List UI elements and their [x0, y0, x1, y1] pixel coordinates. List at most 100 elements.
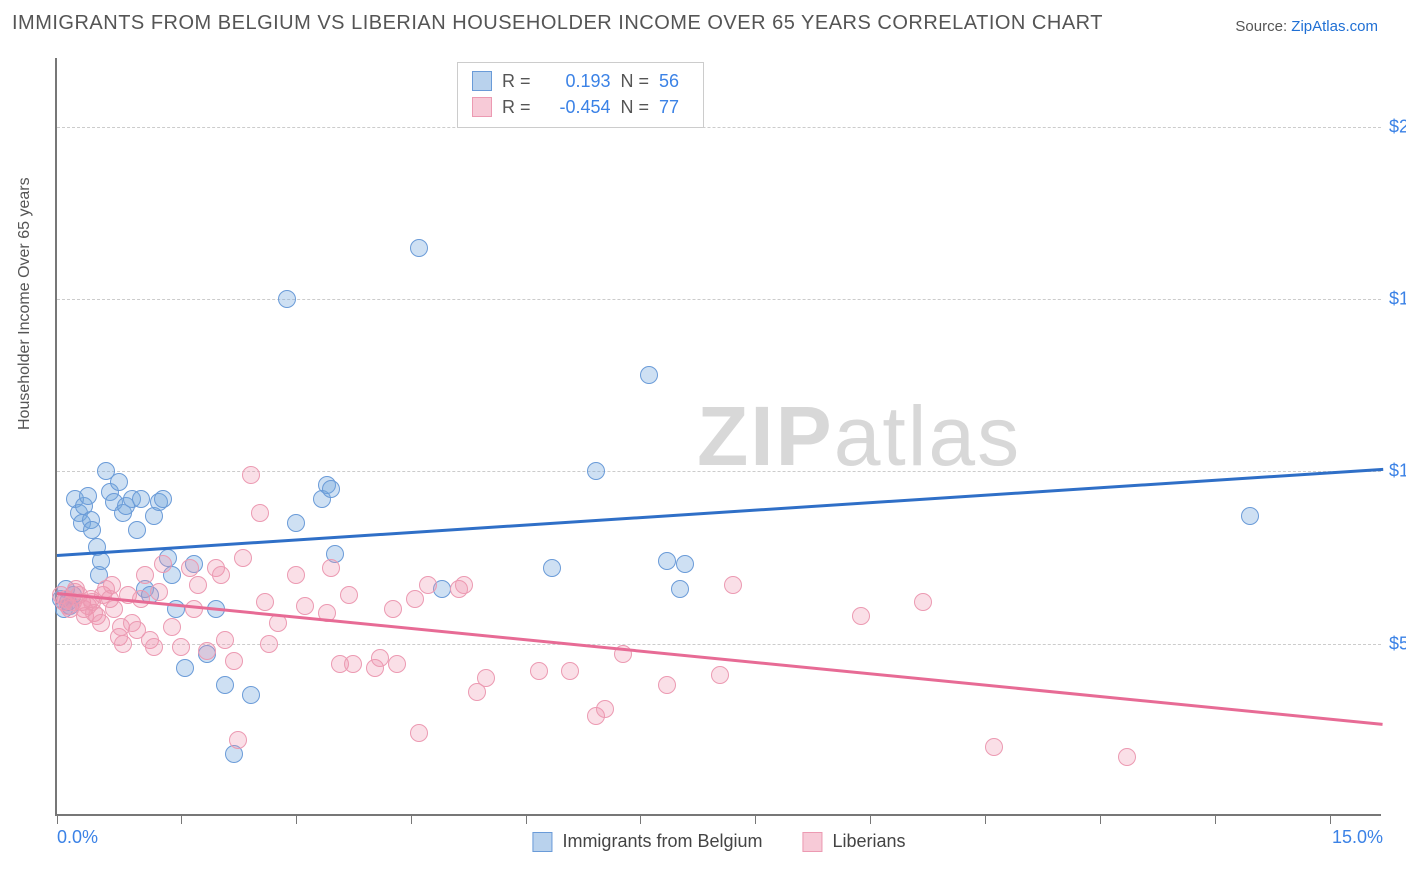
data-point [671, 580, 689, 598]
data-point [406, 590, 424, 608]
data-point [658, 552, 676, 570]
data-point [278, 290, 296, 308]
x-tick [411, 814, 412, 824]
gridline [57, 644, 1381, 645]
x-tick [1100, 814, 1101, 824]
data-point [371, 649, 389, 667]
x-tick-label: 0.0% [57, 827, 98, 848]
data-point [150, 583, 168, 601]
watermark-rest: atlas [834, 389, 1021, 483]
data-point [132, 490, 150, 508]
data-point [225, 652, 243, 670]
gridline [57, 299, 1381, 300]
data-point [198, 642, 216, 660]
data-point [587, 462, 605, 480]
data-point [676, 555, 694, 573]
data-point [251, 504, 269, 522]
data-point [287, 514, 305, 532]
gridline [57, 127, 1381, 128]
data-point [234, 549, 252, 567]
data-point [1118, 748, 1136, 766]
r-value-series2: -0.454 [541, 94, 611, 120]
data-point [216, 676, 234, 694]
data-point [410, 724, 428, 742]
x-tick [57, 814, 58, 824]
chart-plot-area: ZIPatlas R = 0.193 N = 56 R = -0.454 N =… [55, 58, 1381, 816]
data-point [711, 666, 729, 684]
swatch-blue-icon [472, 71, 492, 91]
data-point [185, 600, 203, 618]
data-point [229, 731, 247, 749]
data-point [256, 593, 274, 611]
data-point [296, 597, 314, 615]
y-tick-label: $200,000 [1389, 116, 1406, 137]
r-label: R = [502, 68, 531, 94]
x-tick [870, 814, 871, 824]
data-point [105, 600, 123, 618]
y-tick-label: $100,000 [1389, 461, 1406, 482]
x-tick [755, 814, 756, 824]
data-point [154, 490, 172, 508]
data-point [114, 635, 132, 653]
x-tick [1330, 814, 1331, 824]
data-point [561, 662, 579, 680]
source-credit: Source: ZipAtlas.com [1235, 18, 1378, 35]
data-point [388, 655, 406, 673]
y-tick-label: $50,000 [1389, 633, 1406, 654]
data-point [83, 521, 101, 539]
watermark-bold: ZIP [697, 389, 834, 483]
stats-row-series2: R = -0.454 N = 77 [472, 94, 689, 120]
data-point [384, 600, 402, 618]
y-axis-label: Householder Income Over 65 years [16, 177, 34, 430]
x-tick [985, 814, 986, 824]
data-point [724, 576, 742, 594]
data-point [287, 566, 305, 584]
data-point [658, 676, 676, 694]
data-point [322, 559, 340, 577]
data-point [455, 576, 473, 594]
data-point [419, 576, 437, 594]
data-point [136, 566, 154, 584]
data-point [145, 638, 163, 656]
source-link[interactable]: ZipAtlas.com [1291, 18, 1378, 35]
correlation-stats-box: R = 0.193 N = 56 R = -0.454 N = 77 [457, 62, 704, 128]
r-label: R = [502, 94, 531, 120]
data-point [110, 473, 128, 491]
swatch-blue-icon [532, 832, 552, 852]
n-label: N = [621, 94, 650, 120]
data-point [322, 480, 340, 498]
data-point [128, 521, 146, 539]
swatch-pink-icon [803, 832, 823, 852]
legend-label-series2: Liberians [833, 831, 906, 852]
y-tick-label: $150,000 [1389, 289, 1406, 310]
data-point [914, 593, 932, 611]
data-point [103, 576, 121, 594]
n-label: N = [621, 68, 650, 94]
data-point [410, 239, 428, 257]
data-point [181, 559, 199, 577]
data-point [163, 618, 181, 636]
stats-row-series1: R = 0.193 N = 56 [472, 68, 689, 94]
legend-label-series1: Immigrants from Belgium [562, 831, 762, 852]
data-point [189, 576, 207, 594]
x-tick-label: 15.0% [1332, 827, 1383, 848]
x-tick [181, 814, 182, 824]
legend-item-series1: Immigrants from Belgium [532, 831, 762, 852]
data-point [640, 366, 658, 384]
legend: Immigrants from Belgium Liberians [532, 831, 905, 852]
watermark: ZIPatlas [697, 388, 1021, 485]
data-point [92, 552, 110, 570]
n-value-series1: 56 [659, 68, 689, 94]
data-point [985, 738, 1003, 756]
data-point [543, 559, 561, 577]
data-point [260, 635, 278, 653]
data-point [530, 662, 548, 680]
data-point [154, 555, 172, 573]
data-point [344, 655, 362, 673]
swatch-pink-icon [472, 97, 492, 117]
data-point [596, 700, 614, 718]
data-point [242, 466, 260, 484]
data-point [172, 638, 190, 656]
legend-item-series2: Liberians [803, 831, 906, 852]
data-point [340, 586, 358, 604]
